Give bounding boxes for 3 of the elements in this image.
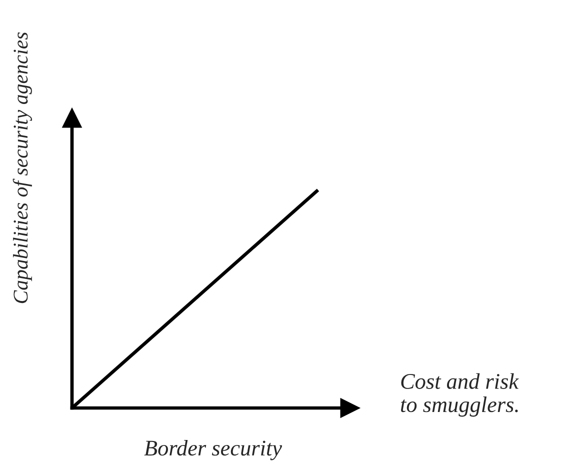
x-axis-title: Border security xyxy=(144,440,282,460)
annotation: Cost and risk to smugglers. xyxy=(400,373,519,417)
y-axis-title: Capabilities of security agencies xyxy=(12,32,32,304)
